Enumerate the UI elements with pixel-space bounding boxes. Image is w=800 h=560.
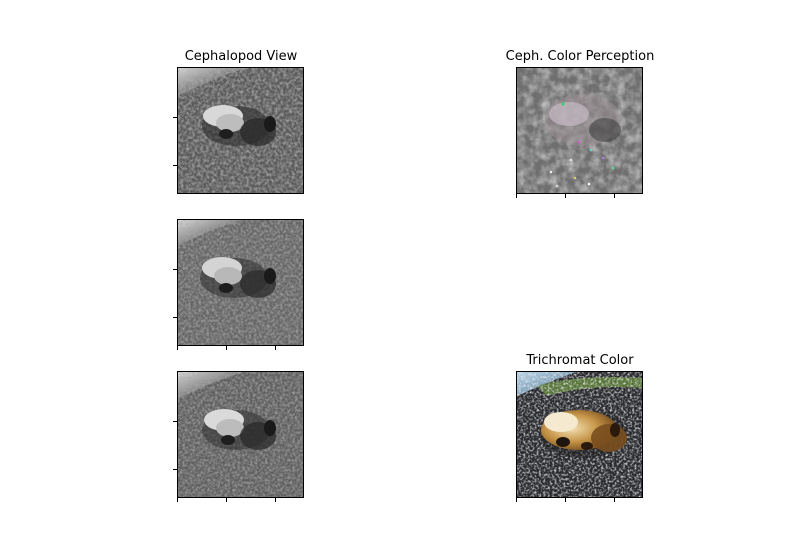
panel-trichromat-color xyxy=(516,371,643,502)
panel-title-ceph-color-perception: Ceph. Color Perception xyxy=(505,49,655,64)
panel-title-cephalopod-view: Cephalopod View xyxy=(184,49,298,64)
y-tick xyxy=(173,117,177,118)
image-bottom-left xyxy=(177,371,304,498)
panel-bottom-left xyxy=(173,371,304,502)
x-tick xyxy=(275,498,276,502)
x-tick xyxy=(516,498,517,502)
y-tick xyxy=(173,469,177,470)
panel-cephalopod-view xyxy=(173,67,304,194)
image-trichromat-color xyxy=(516,371,643,498)
y-tick xyxy=(173,317,177,318)
image-cephalopod-view xyxy=(177,67,304,194)
panel-ceph-color-perception xyxy=(516,67,643,198)
y-tick xyxy=(173,421,177,422)
image-middle-left xyxy=(177,219,304,346)
panel-middle-left xyxy=(173,219,304,350)
image-ceph-color-perception xyxy=(516,67,643,194)
x-tick xyxy=(177,498,178,502)
x-tick xyxy=(516,194,517,198)
x-tick xyxy=(565,194,566,198)
y-tick xyxy=(173,165,177,166)
x-tick xyxy=(275,346,276,350)
x-tick xyxy=(565,498,566,502)
panel-title-trichromat-color: Trichromat Color xyxy=(526,353,634,368)
x-tick xyxy=(614,498,615,502)
x-tick xyxy=(226,346,227,350)
y-tick xyxy=(173,269,177,270)
x-tick xyxy=(226,498,227,502)
x-tick xyxy=(614,194,615,198)
x-tick xyxy=(177,346,178,350)
